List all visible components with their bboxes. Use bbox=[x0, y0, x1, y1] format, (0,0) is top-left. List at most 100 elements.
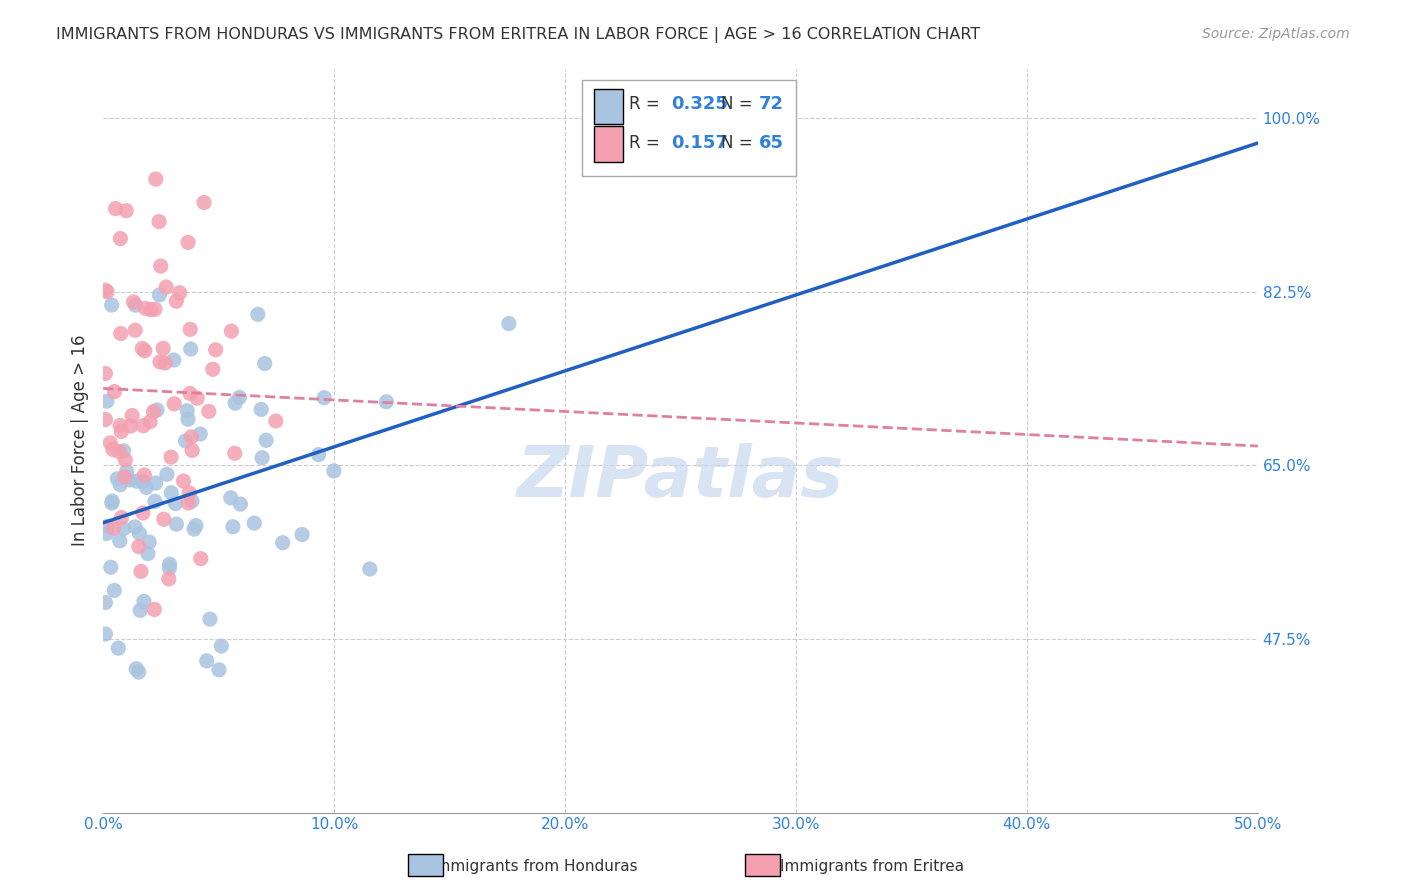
FancyBboxPatch shape bbox=[593, 126, 623, 161]
Point bbox=[125, 475, 148, 489]
Point bbox=[159, 561, 181, 575]
Point bbox=[221, 324, 243, 338]
Point bbox=[250, 450, 273, 465]
FancyBboxPatch shape bbox=[582, 79, 796, 177]
Point bbox=[120, 419, 142, 434]
Point bbox=[143, 302, 166, 317]
Point bbox=[498, 317, 520, 331]
Point bbox=[110, 231, 132, 245]
Point bbox=[101, 442, 124, 457]
Point bbox=[103, 384, 125, 399]
Point bbox=[243, 516, 266, 530]
Text: 72: 72 bbox=[759, 95, 785, 113]
Point bbox=[134, 343, 156, 358]
Point bbox=[264, 414, 287, 428]
Point bbox=[124, 323, 146, 337]
Point bbox=[184, 518, 207, 533]
Point bbox=[124, 298, 146, 312]
Point bbox=[322, 464, 344, 478]
Point bbox=[108, 533, 131, 548]
Point bbox=[209, 639, 232, 653]
Point bbox=[181, 443, 204, 458]
Point bbox=[132, 594, 155, 608]
Point bbox=[129, 603, 152, 617]
Point bbox=[148, 288, 170, 302]
Point bbox=[246, 307, 269, 321]
FancyBboxPatch shape bbox=[593, 88, 623, 124]
Point bbox=[314, 391, 336, 405]
Point bbox=[121, 409, 143, 423]
Point bbox=[135, 480, 157, 494]
Y-axis label: In Labor Force | Age > 16: In Labor Force | Age > 16 bbox=[72, 334, 89, 546]
Point bbox=[139, 415, 162, 429]
Point bbox=[128, 540, 150, 554]
Point bbox=[96, 394, 118, 409]
Point bbox=[114, 470, 136, 484]
Point bbox=[219, 491, 242, 505]
Text: R =: R = bbox=[628, 95, 665, 113]
Point bbox=[142, 404, 165, 418]
Point bbox=[139, 302, 162, 317]
Point bbox=[134, 301, 156, 316]
Point bbox=[128, 526, 150, 541]
Point bbox=[101, 494, 124, 508]
Point bbox=[145, 172, 167, 186]
Point bbox=[124, 520, 146, 534]
Point bbox=[149, 259, 172, 273]
Point bbox=[145, 475, 167, 490]
Point bbox=[176, 403, 198, 417]
Point bbox=[271, 535, 294, 549]
Point bbox=[96, 526, 118, 541]
Point bbox=[308, 448, 330, 462]
Text: 0.325: 0.325 bbox=[671, 95, 728, 113]
Point bbox=[118, 473, 141, 487]
Point bbox=[107, 641, 129, 656]
Point bbox=[100, 298, 122, 312]
Point bbox=[153, 512, 176, 526]
Point bbox=[375, 394, 398, 409]
Point bbox=[163, 353, 186, 368]
Point bbox=[250, 402, 273, 417]
Point bbox=[94, 283, 117, 297]
Point bbox=[94, 596, 117, 610]
Point bbox=[115, 464, 138, 478]
Point bbox=[254, 434, 277, 448]
Point bbox=[104, 202, 127, 216]
Point bbox=[159, 558, 181, 572]
Point bbox=[180, 430, 202, 444]
Point bbox=[183, 522, 205, 536]
Point bbox=[160, 450, 183, 464]
Point bbox=[114, 453, 136, 467]
Point bbox=[129, 565, 152, 579]
Point bbox=[108, 418, 131, 433]
Point bbox=[197, 404, 219, 418]
Point bbox=[132, 475, 155, 489]
Point bbox=[94, 627, 117, 641]
Point bbox=[128, 665, 150, 679]
Point bbox=[177, 235, 200, 250]
Text: Immigrants from Eritrea: Immigrants from Eritrea bbox=[780, 859, 963, 874]
Point bbox=[148, 214, 170, 228]
Point bbox=[174, 434, 197, 448]
Point bbox=[163, 397, 186, 411]
Point bbox=[208, 663, 231, 677]
Point bbox=[112, 444, 135, 458]
Point bbox=[359, 562, 381, 576]
Point bbox=[110, 477, 132, 491]
Point bbox=[195, 654, 218, 668]
Point bbox=[177, 412, 200, 426]
Point bbox=[172, 474, 194, 488]
Point bbox=[177, 496, 200, 510]
Point bbox=[98, 436, 121, 450]
Point bbox=[94, 412, 117, 426]
Point bbox=[165, 294, 187, 309]
Point bbox=[149, 355, 172, 369]
Point bbox=[188, 427, 211, 442]
Point bbox=[291, 527, 314, 541]
Point bbox=[146, 403, 169, 417]
Text: R =: R = bbox=[628, 134, 665, 152]
Text: N =: N = bbox=[721, 134, 758, 152]
Point bbox=[110, 510, 132, 524]
Point bbox=[155, 280, 177, 294]
Text: Source: ZipAtlas.com: Source: ZipAtlas.com bbox=[1202, 27, 1350, 41]
